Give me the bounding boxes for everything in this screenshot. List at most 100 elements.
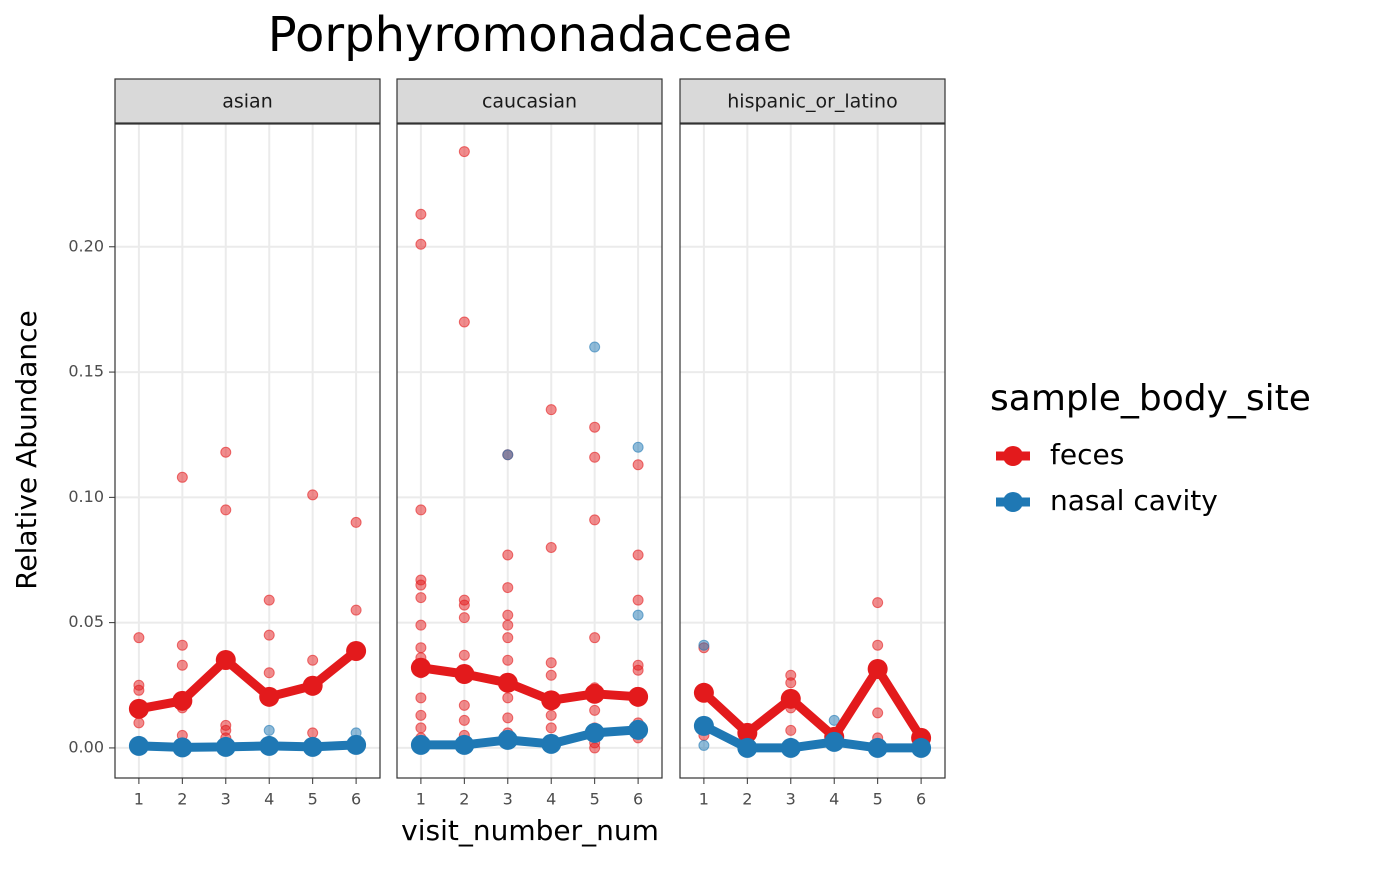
mean-point <box>693 715 714 736</box>
mean-point <box>780 737 801 758</box>
data-point <box>502 632 514 644</box>
data-point <box>176 659 188 671</box>
mean-point <box>454 734 475 755</box>
x-tick-label: 2 <box>459 790 469 809</box>
chart-title: Porphyromonadaceae <box>268 7 792 63</box>
data-point <box>632 459 644 471</box>
x-tick-label: 6 <box>916 790 926 809</box>
data-point <box>632 594 644 606</box>
data-point <box>415 642 427 654</box>
data-point <box>458 316 470 328</box>
mean-point <box>346 640 367 661</box>
data-point <box>632 549 644 561</box>
mean-point <box>541 690 562 711</box>
x-tick-label: 6 <box>633 790 643 809</box>
mean-point <box>693 682 714 703</box>
mean-point <box>911 737 932 758</box>
x-tick-label: 1 <box>416 790 426 809</box>
x-tick-label: 4 <box>546 790 556 809</box>
data-point <box>589 341 601 353</box>
y-tick-label: 0.15 <box>68 362 104 381</box>
strip-label: hispanic_or_latino <box>727 91 897 113</box>
data-point <box>307 654 319 666</box>
data-point <box>415 238 427 250</box>
data-point <box>415 709 427 721</box>
data-point <box>545 722 557 734</box>
data-point <box>263 629 275 641</box>
data-point <box>415 692 427 704</box>
x-tick-label: 4 <box>829 790 839 809</box>
strip <box>114 78 381 124</box>
data-point <box>545 669 557 681</box>
mean-point <box>302 675 323 696</box>
x-axis-label: visit_number_num <box>401 814 659 847</box>
data-point <box>545 541 557 553</box>
panel-border <box>396 123 663 779</box>
data-point <box>502 619 514 631</box>
mean-point <box>867 737 888 758</box>
mean-point <box>497 672 518 693</box>
mean-point <box>410 657 431 678</box>
y-tick-label: 0.00 <box>68 737 104 756</box>
data-point <box>589 632 601 644</box>
data-point <box>632 609 644 621</box>
data-point <box>458 649 470 661</box>
data-point <box>307 489 319 501</box>
data-point <box>872 597 884 609</box>
mean-point <box>584 683 605 704</box>
data-point <box>698 739 710 751</box>
mean-point <box>259 686 280 707</box>
data-point <box>415 592 427 604</box>
data-point <box>176 639 188 651</box>
data-point <box>415 579 427 591</box>
mean-point <box>737 737 758 758</box>
data-point <box>545 709 557 721</box>
data-point <box>785 677 797 689</box>
data-point <box>458 714 470 726</box>
data-point <box>458 599 470 611</box>
data-point <box>458 146 470 158</box>
data-point <box>872 639 884 651</box>
mean-point <box>454 664 475 685</box>
x-tick-label: 2 <box>742 790 752 809</box>
mean-point <box>867 659 888 679</box>
x-tick-label: 3 <box>221 790 231 809</box>
mean-point <box>541 733 562 754</box>
mean-point <box>128 698 149 719</box>
mean-point <box>584 722 605 743</box>
y-tick-label: 0.20 <box>68 236 104 255</box>
data-point <box>589 451 601 463</box>
data-point <box>220 446 232 458</box>
data-point <box>502 712 514 724</box>
data-point <box>415 722 427 734</box>
data-point <box>502 609 514 621</box>
mean-point <box>172 690 193 711</box>
data-point <box>785 724 797 736</box>
data-point <box>307 727 319 739</box>
data-point <box>632 441 644 453</box>
legend-title: sample_body_site <box>990 378 1311 419</box>
data-point <box>589 421 601 433</box>
mean-point <box>628 719 649 740</box>
legend-label: nasal cavity <box>1050 484 1218 517</box>
x-tick-label: 5 <box>590 790 600 809</box>
panel-background <box>680 124 945 778</box>
x-tick-label: 2 <box>177 790 187 809</box>
mean-point <box>346 734 367 755</box>
mean-point <box>215 736 236 757</box>
data-point <box>263 667 275 679</box>
legend-key-point <box>1003 446 1023 466</box>
strip <box>396 78 663 124</box>
data-point <box>502 549 514 561</box>
data-point <box>415 504 427 516</box>
data-point <box>632 664 644 676</box>
data-point <box>133 632 145 644</box>
data-point <box>502 692 514 704</box>
data-point <box>263 724 275 736</box>
mean-point <box>628 686 649 707</box>
data-point <box>589 742 601 754</box>
strip <box>679 78 946 124</box>
strip-label: caucasian <box>482 91 577 113</box>
mean-point <box>259 735 280 756</box>
